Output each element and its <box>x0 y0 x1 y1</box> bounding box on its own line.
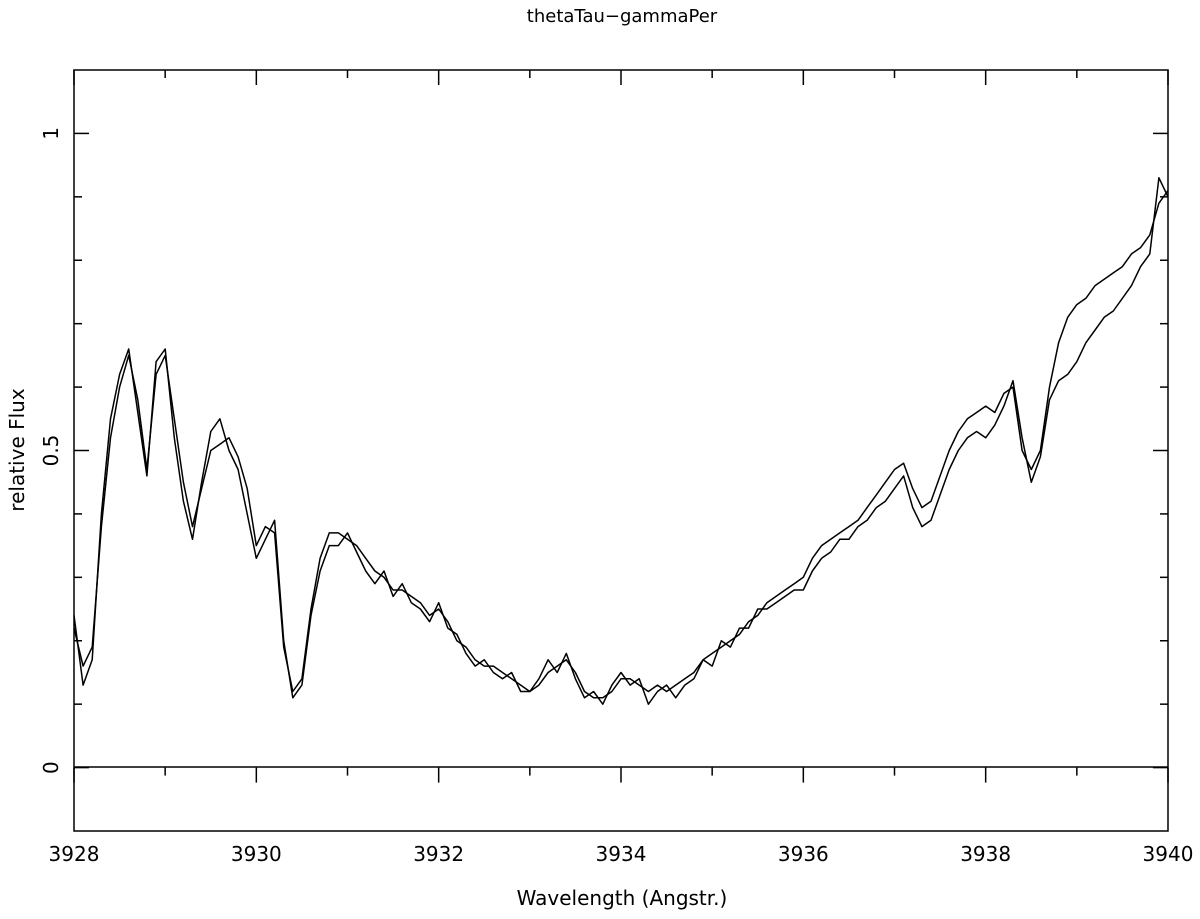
x-tick-label: 3928 <box>49 842 100 866</box>
y-tick-label: 1 <box>39 127 63 140</box>
chart-title: thetaTau−gammaPer <box>527 6 718 27</box>
y-tick-label: 0 <box>39 761 63 774</box>
x-tick-label: 3930 <box>231 842 282 866</box>
x-axis-label: Wavelength (Angstr.) <box>517 886 728 910</box>
x-tick-label: 3932 <box>413 842 464 866</box>
plot-frame <box>73 69 1169 832</box>
x-tick-label: 3940 <box>1143 842 1194 866</box>
x-tick-label: 3936 <box>778 842 829 866</box>
x-tick-label: 3938 <box>960 842 1011 866</box>
y-tick-labels: 00.51 <box>39 127 63 774</box>
y-axis-label: relative Flux <box>5 388 29 512</box>
axis-ticks <box>73 70 1169 783</box>
x-tick-label: 3934 <box>596 842 647 866</box>
spectrum-line-2 <box>73 177 1169 705</box>
y-tick-label: 0.5 <box>39 435 63 467</box>
spectrum-line-1 <box>73 190 1169 699</box>
x-tick-labels: 3928 3930 3932 3934 3936 3938 3940 <box>49 842 1194 866</box>
spectrum-series <box>73 177 1169 705</box>
